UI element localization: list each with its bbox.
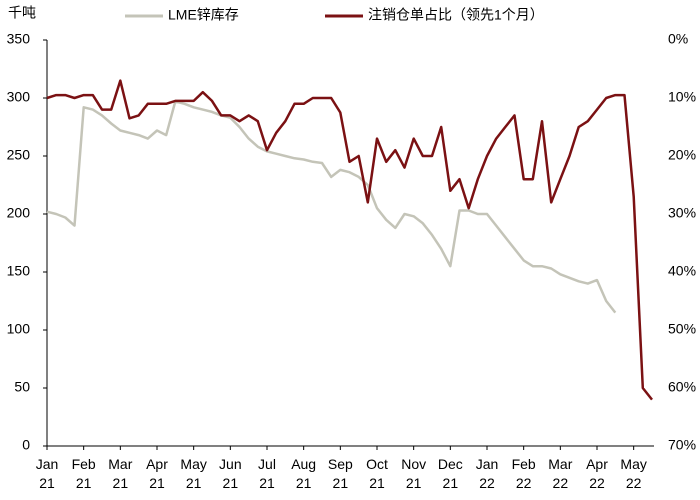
y2-tick-label: 30% [668, 205, 696, 221]
y2-tick-label: 60% [668, 379, 696, 395]
x-tick-label: Feb 22 [511, 456, 536, 491]
series-line [46, 100, 617, 314]
x-tick-label: Feb 21 [71, 456, 96, 491]
y2-tick-label: 20% [668, 147, 696, 163]
x-tick-label: Jun 21 [219, 456, 242, 491]
y-tick-label: 350 [7, 31, 31, 47]
y2-tick-label: 10% [668, 89, 696, 105]
x-tick-label: Oct 21 [366, 456, 388, 491]
y2-tick-label: 40% [668, 263, 696, 279]
y-tick-label: 100 [7, 321, 31, 337]
x-tick-label: Mar 22 [548, 456, 573, 491]
x-tick-label: Dec 21 [437, 456, 463, 491]
x-tick-label: Nov 21 [401, 456, 427, 491]
x-tick-label: Mar 21 [108, 456, 133, 491]
x-tick-label: Jul 21 [258, 456, 276, 491]
y-tick-label: 200 [7, 205, 31, 221]
x-tick-label: May 22 [620, 456, 647, 491]
x-tick-label: Jan 21 [35, 456, 59, 491]
series-line [46, 79, 653, 401]
y-tick-label: 0 [22, 437, 30, 453]
x-tick-label: Aug 21 [291, 456, 317, 491]
x-tick-label: May 21 [180, 456, 207, 491]
y-axis-label: 千吨 [8, 5, 36, 21]
y2-tick-label: 50% [668, 321, 696, 337]
x-tick-label: Apr 21 [146, 456, 168, 491]
legend-label: 注销仓单占比（领先1个月） [368, 7, 544, 23]
y-tick-label: 50 [14, 379, 30, 395]
y-tick-label: 250 [7, 147, 31, 163]
y-tick-label: 150 [7, 263, 31, 279]
x-tick-label: Sep 21 [327, 456, 353, 491]
y2-tick-label: 0% [668, 31, 688, 47]
x-tick-label: Apr 22 [586, 456, 608, 491]
legend-label: LME锌库存 [168, 7, 239, 23]
y2-tick-label: 70% [668, 437, 696, 453]
x-tick-label: Jan 22 [475, 456, 499, 491]
y-tick-label: 300 [7, 89, 31, 105]
